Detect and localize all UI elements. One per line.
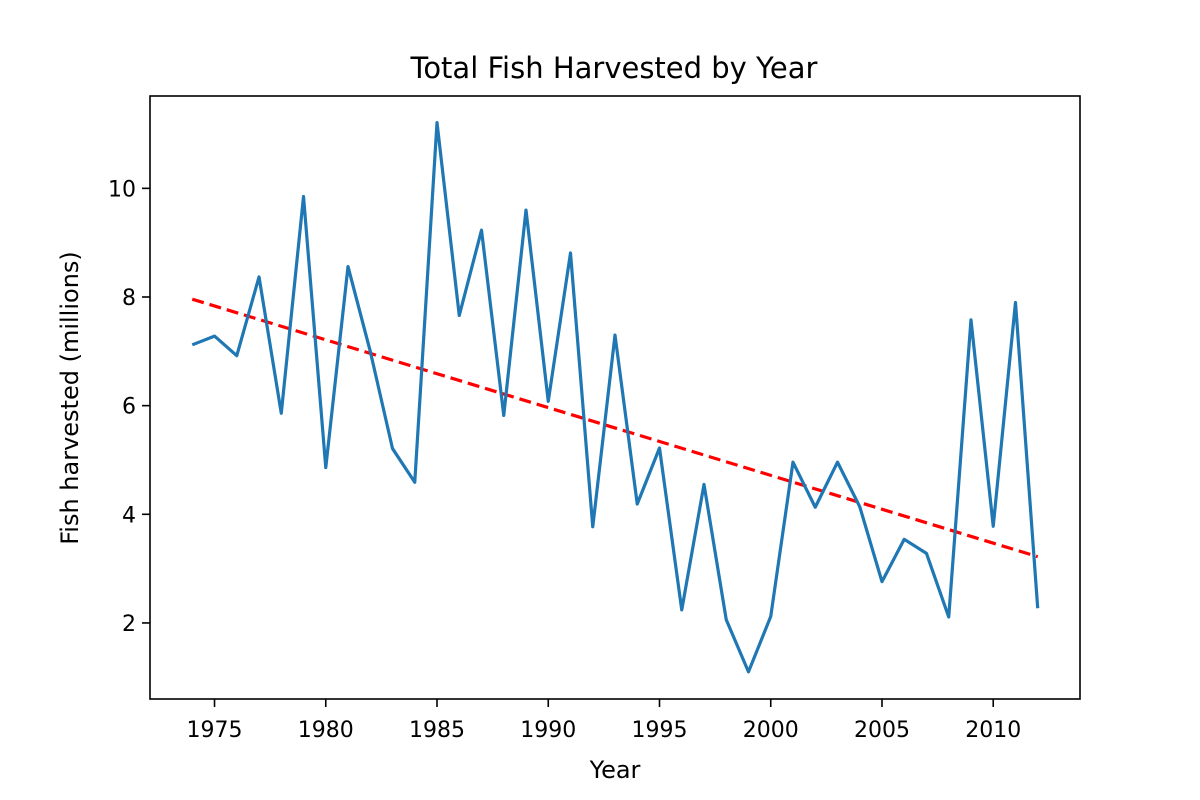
y-axis-label: Fish harvested (millions) xyxy=(56,251,84,545)
y-tick-label: 2 xyxy=(122,612,136,637)
x-tick-label: 2000 xyxy=(743,718,799,743)
y-tick-label: 10 xyxy=(108,177,136,202)
y-tick-label: 6 xyxy=(122,395,136,420)
y-tick-label: 4 xyxy=(122,503,136,528)
x-axis-label: Year xyxy=(589,756,641,784)
x-tick-label: 1985 xyxy=(409,718,465,743)
x-tick-label: 1975 xyxy=(187,718,243,743)
trend-line xyxy=(191,297,1039,559)
plot-frame xyxy=(149,95,1081,700)
x-tick-label: 2010 xyxy=(965,718,1021,743)
x-axis: 1975 1980 1985 1990 1995 2000 2005 2010 xyxy=(187,699,1021,743)
series-line xyxy=(191,121,1040,674)
x-tick-label: 1995 xyxy=(631,718,687,743)
chart-title: Total Fish Harvested by Year xyxy=(410,51,818,85)
y-axis: 2 4 6 8 10 xyxy=(108,177,150,637)
series-layer xyxy=(191,121,1040,674)
trend-layer xyxy=(191,297,1039,559)
x-tick-label: 2005 xyxy=(854,718,910,743)
y-tick-label: 8 xyxy=(122,286,136,311)
x-tick-label: 1980 xyxy=(298,718,354,743)
plot-area xyxy=(149,95,1081,700)
x-tick-label: 1990 xyxy=(520,718,576,743)
